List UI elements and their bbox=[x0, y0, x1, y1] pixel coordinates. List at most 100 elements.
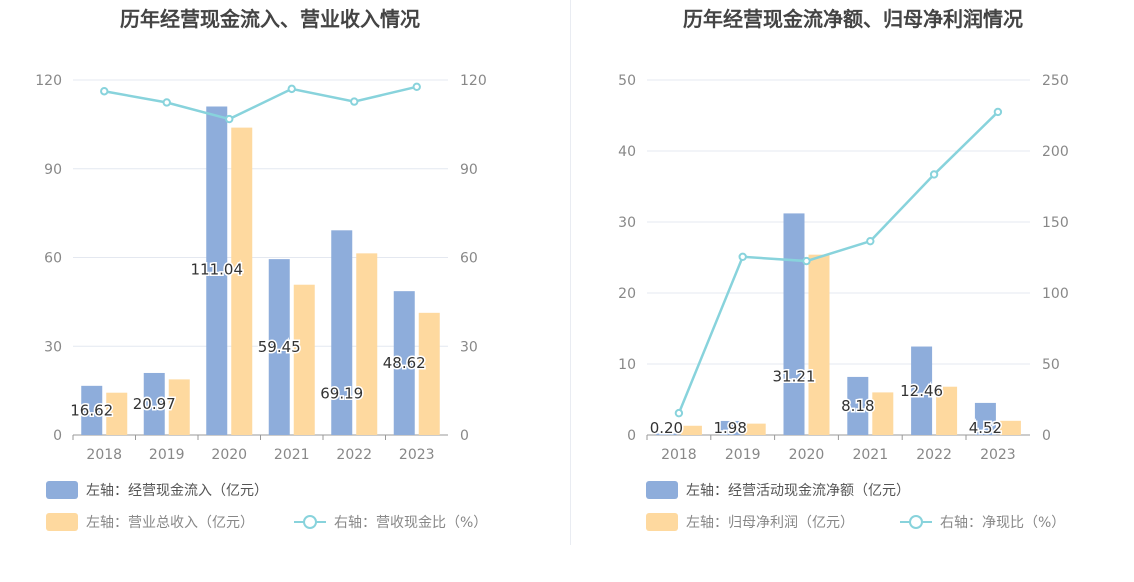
chart-2: 历年经营现金流净额、归母净利润情况 0 0 10 50 20 100 30 150 40 200 50… bbox=[618, 7, 1069, 531]
bar-value-label: 20.97 bbox=[133, 395, 176, 413]
legend-label: 左轴：营业总收入（亿元） bbox=[86, 515, 254, 531]
bar-value-label: 111.04 bbox=[191, 261, 244, 279]
left-tick-label: 40 bbox=[618, 144, 636, 160]
bar-primary bbox=[331, 230, 353, 435]
line-point bbox=[100, 87, 109, 96]
chart-title: 历年经营现金流入、营业收入情况 bbox=[120, 7, 420, 31]
line-point bbox=[993, 107, 1003, 117]
bar-primary bbox=[847, 376, 869, 435]
chart-title: 历年经营现金流净额、归母净利润情况 bbox=[683, 7, 1023, 31]
legend-label: 左轴：经营现金流入（亿元） bbox=[86, 483, 268, 499]
bar-value-label: 31.21 bbox=[773, 367, 816, 385]
bar-value-label: 4.52 bbox=[969, 419, 1002, 437]
left-tick-label: 0 bbox=[627, 428, 636, 444]
x-tick-label: 2022 bbox=[336, 447, 372, 463]
bar-primary bbox=[655, 433, 677, 435]
right-tick-label: 120 bbox=[460, 73, 487, 89]
x-tick-label: 2021 bbox=[274, 447, 310, 463]
line-point bbox=[287, 84, 296, 94]
legend-swatch bbox=[646, 513, 678, 531]
left-tick-label: 0 bbox=[53, 428, 62, 444]
legend-swatch bbox=[646, 481, 678, 499]
right-tick-label: 90 bbox=[460, 162, 478, 178]
bar-value-label: 48.62 bbox=[383, 354, 426, 372]
legend-swatch bbox=[46, 481, 78, 499]
x-tick-label: 2020 bbox=[211, 447, 247, 463]
bar-secondary bbox=[872, 392, 894, 435]
left-tick-label: 50 bbox=[618, 73, 636, 89]
bar-secondary bbox=[418, 312, 440, 435]
bar-primary bbox=[783, 213, 805, 435]
bar-primary bbox=[143, 372, 165, 435]
x-tick-label: 2018 bbox=[86, 447, 122, 463]
x-tick-label: 2023 bbox=[980, 447, 1016, 463]
bar-value-label: 16.62 bbox=[70, 401, 113, 419]
x-tick-label: 2023 bbox=[399, 447, 435, 463]
bar-secondary bbox=[999, 420, 1021, 435]
left-tick-label: 30 bbox=[618, 215, 636, 231]
left-tick-label: 10 bbox=[618, 357, 636, 373]
line-point bbox=[802, 256, 811, 266]
bar-primary bbox=[911, 346, 933, 435]
bar-secondary bbox=[936, 386, 958, 435]
line-point bbox=[225, 114, 234, 124]
legend-line-marker bbox=[909, 515, 923, 529]
bar-secondary bbox=[293, 284, 315, 435]
bar-value-label: 1.98 bbox=[713, 419, 746, 437]
bar-value-label: 59.45 bbox=[258, 338, 301, 356]
bar-secondary bbox=[356, 253, 378, 435]
x-tick-label: 2019 bbox=[725, 447, 761, 463]
line-point bbox=[866, 236, 875, 246]
right-tick-label: 30 bbox=[460, 339, 478, 355]
left-tick-label: 30 bbox=[44, 339, 62, 355]
x-tick-label: 2019 bbox=[149, 447, 185, 463]
x-tick-label: 2021 bbox=[852, 447, 888, 463]
chart-1: 历年经营现金流入、营业收入情况 0 0 30 30 60 60 90 90 120 120 2018 2… bbox=[35, 7, 487, 531]
legend-line-marker bbox=[303, 515, 317, 529]
legend-label: 右轴：净现比（%） bbox=[940, 515, 1065, 531]
bar-value-label: 0.20 bbox=[650, 419, 683, 437]
bar-secondary bbox=[744, 423, 766, 435]
right-tick-label: 60 bbox=[460, 251, 478, 267]
bar-secondary bbox=[680, 425, 702, 435]
left-tick-label: 90 bbox=[44, 162, 62, 178]
line-point bbox=[929, 170, 939, 179]
right-tick-label: 200 bbox=[1042, 144, 1069, 160]
bar-primary bbox=[393, 291, 415, 435]
legend-label: 右轴：营收现金比（%） bbox=[334, 515, 487, 531]
bar-primary bbox=[719, 420, 741, 435]
legend-label: 左轴：归母净利润（亿元） bbox=[686, 514, 854, 531]
bar-primary bbox=[974, 402, 996, 435]
bar-secondary bbox=[808, 254, 830, 435]
right-tick-label: 0 bbox=[1042, 428, 1051, 444]
bar-primary bbox=[206, 106, 228, 436]
line-series bbox=[677, 111, 999, 414]
line-point bbox=[162, 98, 171, 107]
bar-value-label: 69.19 bbox=[320, 384, 363, 402]
right-tick-label: 100 bbox=[1042, 286, 1069, 302]
legend-label: 左轴：经营活动现金流净额（亿元） bbox=[686, 483, 910, 499]
right-tick-label: 150 bbox=[1042, 215, 1069, 231]
right-tick-label: 50 bbox=[1042, 357, 1060, 373]
bar-value-label: 12.46 bbox=[900, 382, 943, 400]
bar-secondary bbox=[106, 392, 128, 435]
bar-primary bbox=[268, 259, 290, 435]
right-tick-label: 0 bbox=[460, 428, 469, 444]
line-point bbox=[412, 82, 421, 92]
line-point bbox=[674, 408, 684, 418]
right-tick-label: 250 bbox=[1042, 73, 1069, 89]
panel-divider bbox=[570, 0, 571, 545]
left-tick-label: 20 bbox=[618, 286, 636, 302]
bar-primary bbox=[81, 385, 103, 435]
legend-swatch bbox=[46, 513, 78, 531]
line-point bbox=[738, 252, 747, 261]
x-tick-label: 2022 bbox=[916, 447, 952, 463]
bar-secondary bbox=[168, 379, 190, 435]
line-series bbox=[104, 85, 418, 121]
x-tick-label: 2018 bbox=[661, 447, 697, 463]
left-tick-label: 120 bbox=[35, 73, 62, 89]
x-tick-label: 2020 bbox=[789, 447, 825, 463]
bar-secondary bbox=[231, 127, 253, 436]
left-tick-label: 60 bbox=[44, 251, 62, 267]
